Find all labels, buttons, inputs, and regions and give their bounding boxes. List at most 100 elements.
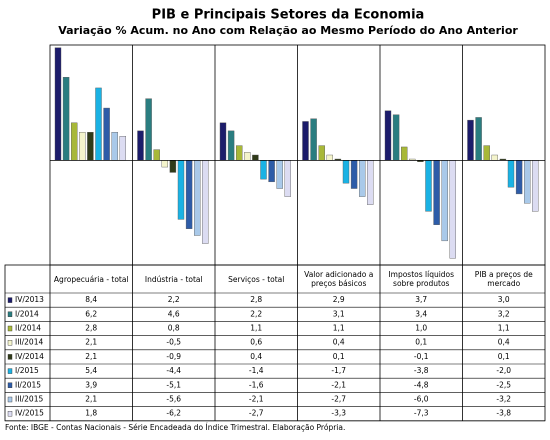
- bar: [367, 160, 374, 205]
- bar: [350, 160, 358, 189]
- bar: [384, 110, 392, 161]
- chart-title: PIB e Principais Setores da Economia: [152, 8, 425, 23]
- bar: [87, 131, 94, 161]
- value-label: 0,4: [333, 338, 345, 347]
- value-label: -6,2: [166, 409, 181, 418]
- value-label: 2,2: [168, 295, 180, 304]
- bar: [318, 145, 325, 161]
- bar: [137, 130, 144, 161]
- value-label: 3,7: [415, 295, 427, 304]
- value-label: -5,6: [166, 395, 181, 404]
- value-label: 8,4: [85, 295, 97, 304]
- value-label: 0,1: [415, 338, 427, 347]
- x-tick-label: Serviços - total: [228, 274, 285, 284]
- value-label: 2,1: [85, 338, 97, 347]
- bar: [449, 160, 456, 259]
- value-label: -2,0: [496, 366, 511, 375]
- value-label: 2,1: [85, 395, 97, 404]
- bar: [491, 154, 498, 161]
- bar: [276, 160, 283, 189]
- category-label-box: Impostos líquidos sobre produtos: [388, 270, 454, 288]
- value-label: 3,2: [498, 309, 510, 318]
- bar: [95, 87, 102, 161]
- category-label-box: Agropecuária - total: [54, 275, 129, 284]
- bar: [310, 118, 317, 161]
- legend-swatch: [7, 354, 13, 360]
- value-label: 3,4: [415, 309, 427, 318]
- legend-swatch: [7, 382, 13, 388]
- bar: [169, 160, 177, 173]
- value-label: -0,9: [166, 352, 181, 361]
- bar: [244, 152, 251, 161]
- value-label: -3,2: [496, 395, 511, 404]
- value-label: 5,4: [85, 366, 97, 375]
- value-label: 3,1: [333, 309, 345, 318]
- legend-swatch: [7, 340, 13, 346]
- bar: [425, 160, 432, 212]
- value-label: -0,1: [414, 352, 429, 361]
- value-label: -1,6: [249, 380, 264, 389]
- value-label: -2,7: [249, 409, 264, 418]
- bar: [441, 160, 448, 242]
- value-label: 1,0: [415, 324, 427, 333]
- value-label: 2,2: [250, 309, 262, 318]
- bar: [111, 131, 118, 161]
- legend-swatch: [7, 396, 13, 403]
- bar: [260, 160, 267, 180]
- bar: [145, 98, 152, 161]
- bar: [54, 47, 62, 161]
- bar: [268, 160, 275, 183]
- bar: [161, 160, 169, 168]
- value-label: -1,4: [249, 366, 264, 375]
- bar: [359, 160, 366, 197]
- bar: [507, 160, 515, 188]
- value-label: 1,8: [85, 409, 97, 418]
- bar: [219, 122, 227, 161]
- legend-swatch: [7, 311, 13, 317]
- bar: [235, 145, 243, 161]
- bar: [193, 160, 201, 236]
- legend-label: I/2015: [15, 366, 39, 375]
- value-label: 0,4: [498, 338, 510, 347]
- legend-label: III/2014: [15, 338, 43, 347]
- value-label: -7,3: [414, 409, 429, 418]
- value-label: -5,1: [166, 380, 181, 389]
- value-label: -2,1: [331, 380, 346, 389]
- value-label: -0,5: [166, 338, 181, 347]
- x-tick-label: Valor adicionado a preços básicos: [304, 270, 374, 288]
- value-label: 2,8: [85, 324, 97, 333]
- legend-label: IV/2014: [15, 352, 44, 361]
- value-label: 2,8: [250, 295, 262, 304]
- value-label: -2,7: [331, 395, 346, 404]
- bar: [185, 160, 193, 229]
- bar: [103, 107, 110, 161]
- value-label: -3,8: [414, 366, 429, 375]
- x-tick-label: Indústria - total: [144, 274, 203, 284]
- source-note: Fonte: IBGE - Contas Nacionais - Série E…: [5, 423, 345, 432]
- legend-label: I/2014: [15, 309, 39, 318]
- value-label: 2,1: [85, 352, 97, 361]
- value-label: -1,7: [331, 366, 346, 375]
- value-label: 0,6: [250, 338, 262, 347]
- category-label-box: Indústria - total: [144, 274, 203, 284]
- bar: [62, 76, 70, 161]
- bar: [252, 154, 259, 161]
- category-label-box: PIB a preços de mercado: [474, 270, 533, 288]
- value-label: -3,8: [496, 409, 511, 418]
- value-label: -2,5: [496, 380, 511, 389]
- legend-swatch: [7, 297, 13, 303]
- value-label: 0,1: [498, 352, 510, 361]
- legend-swatch: [7, 368, 13, 374]
- bar: [475, 117, 482, 161]
- legend-label: III/2015: [15, 395, 43, 404]
- x-tick-label: PIB a preços de mercado: [474, 270, 533, 288]
- bar: [202, 160, 209, 244]
- category-label-box: Serviços - total: [228, 274, 285, 284]
- legend-label: IV/2015: [15, 409, 44, 418]
- legend-label: II/2015: [15, 380, 41, 389]
- bar: [401, 146, 408, 161]
- value-label: 1,1: [333, 324, 345, 333]
- bar: [467, 119, 474, 161]
- chart-subtitle: Variação % Acum. no Ano com Relação ao M…: [58, 24, 518, 37]
